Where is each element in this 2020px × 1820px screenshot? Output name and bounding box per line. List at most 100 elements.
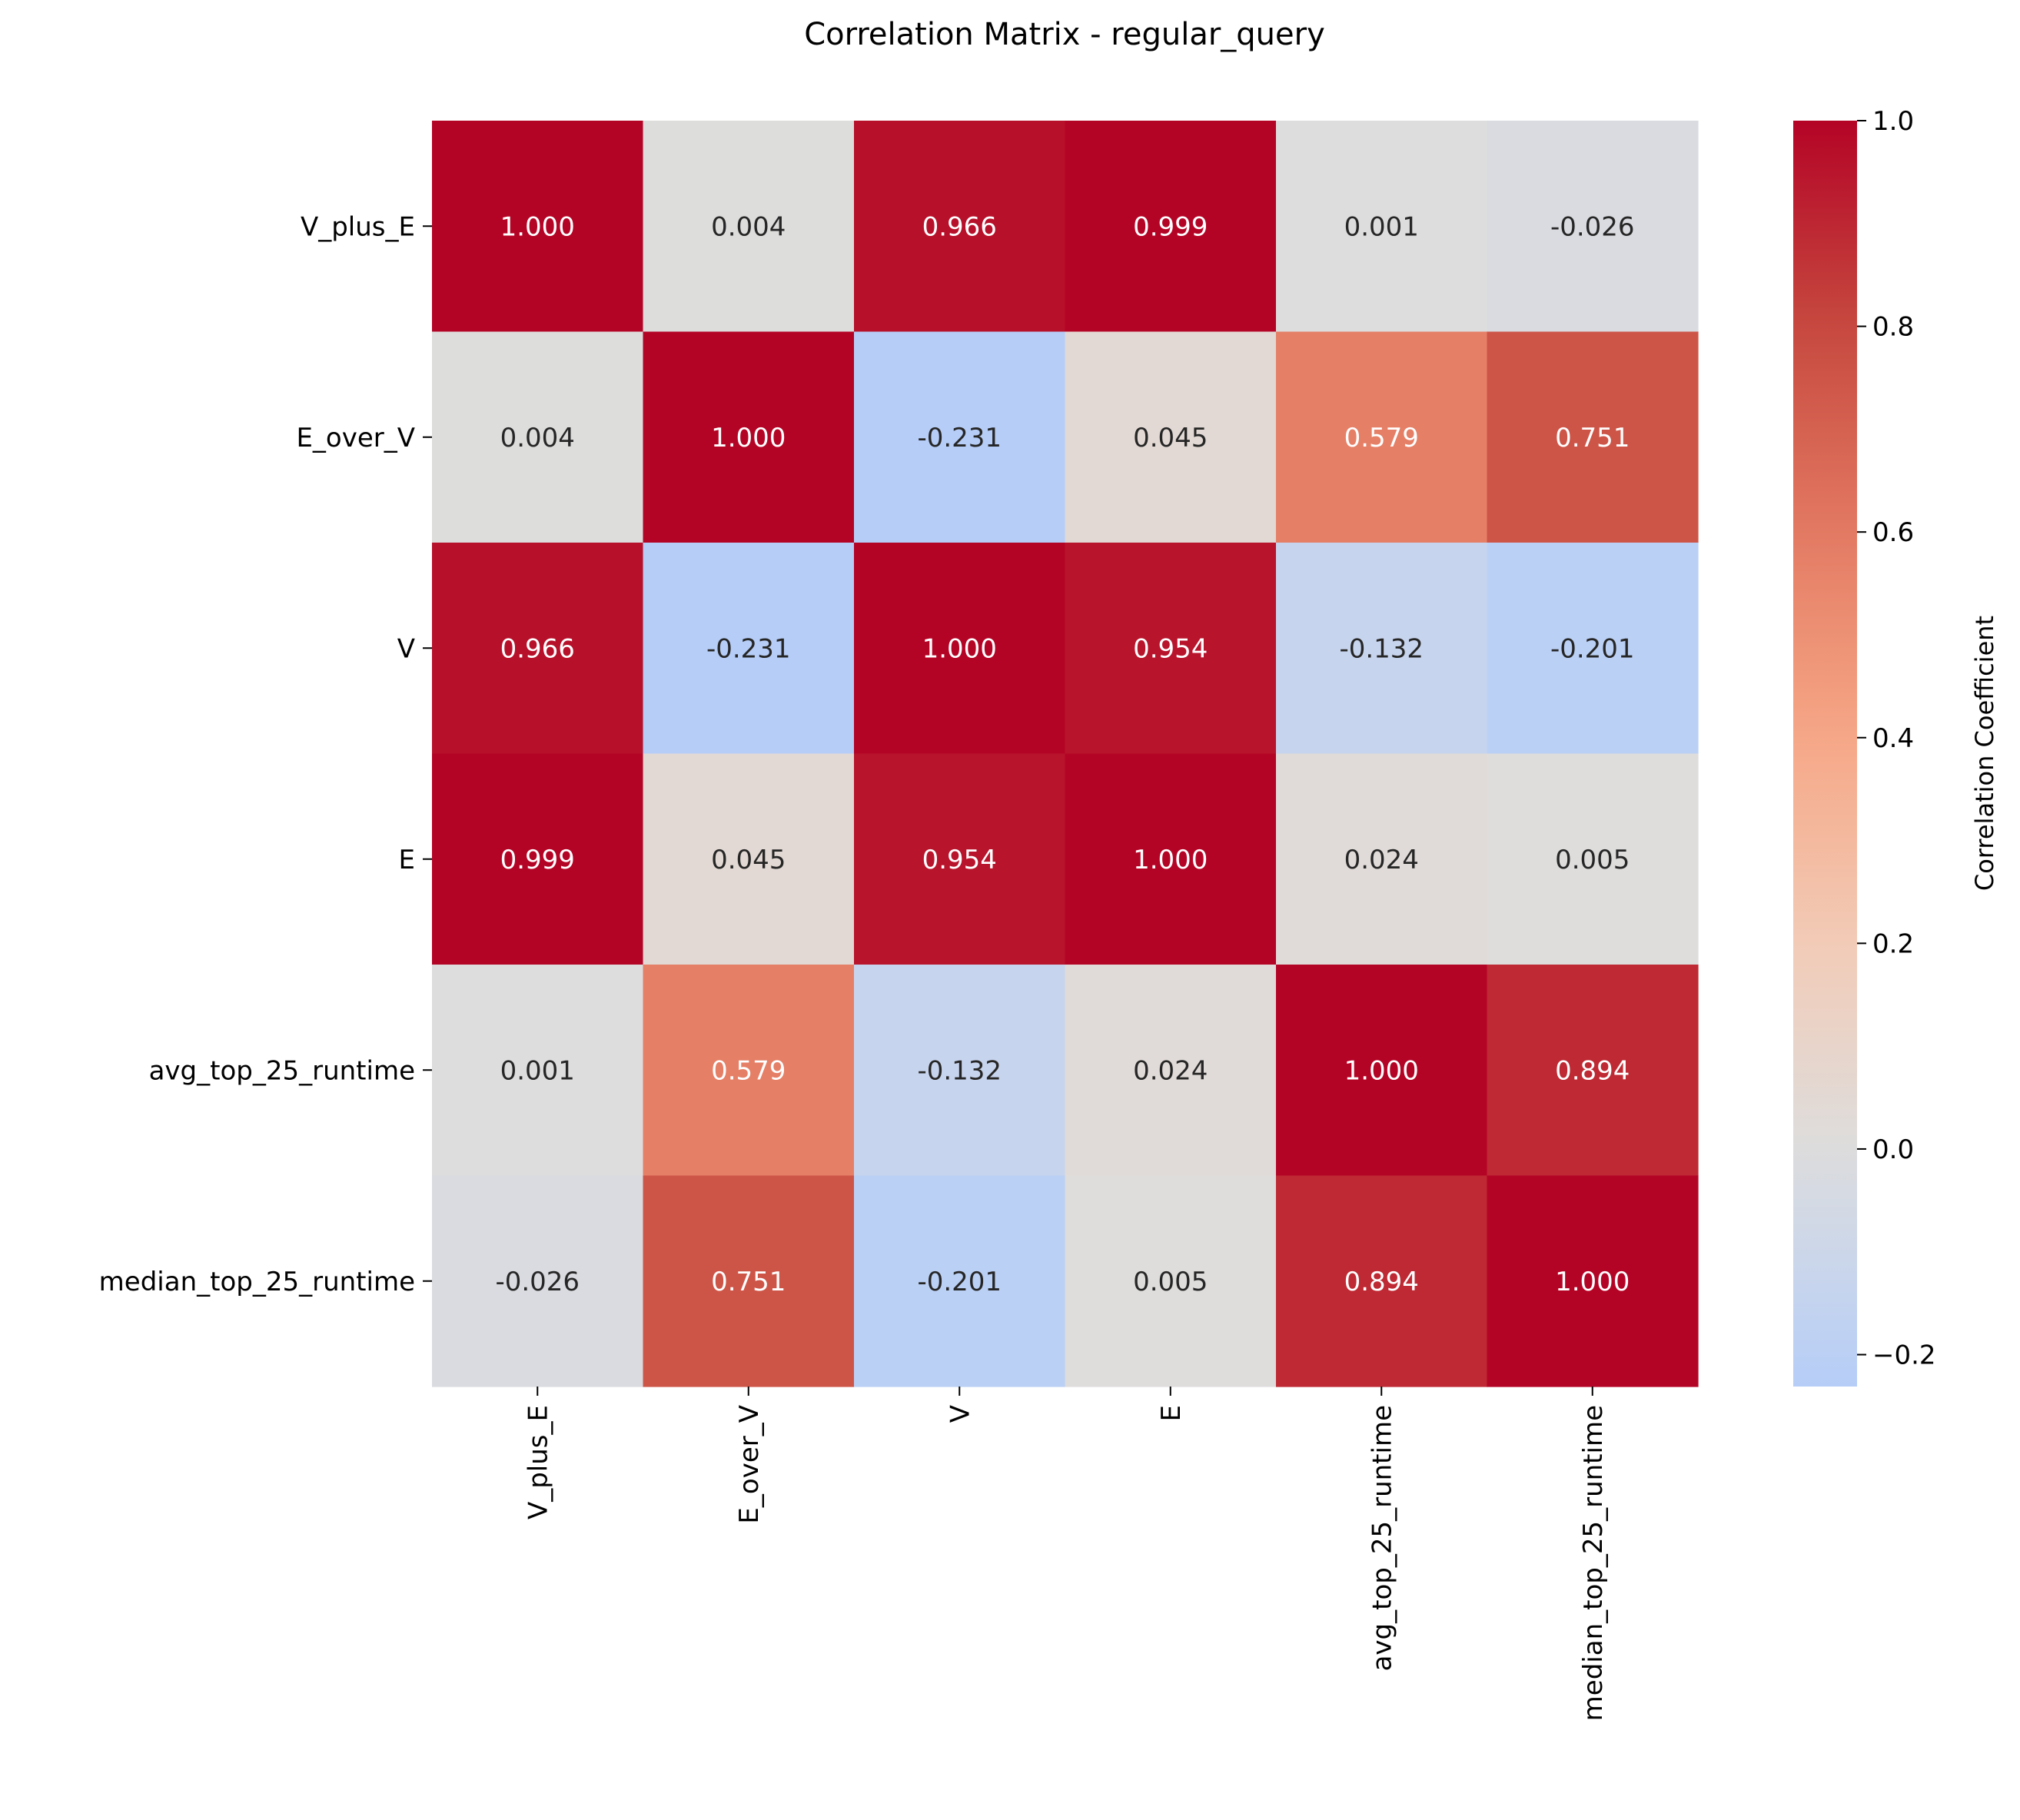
cell-value-label: -0.132 [1339, 633, 1424, 664]
colorbar-tick-label: 0.2 [1872, 928, 1914, 959]
heatmap-cell [643, 543, 855, 755]
cell-value-label: 0.751 [1555, 423, 1630, 453]
cell-value-label: -0.026 [1550, 211, 1635, 242]
y-axis-tick-label: E_over_V [296, 423, 415, 453]
heatmap-cell [643, 121, 855, 333]
cell-value-label: 0.579 [711, 1055, 786, 1086]
heatmap-cell [1065, 331, 1277, 543]
heatmap-cell [1487, 1175, 1699, 1387]
cell-value-label: 1.000 [922, 633, 997, 664]
y-axis-tick-labels: V_plus_E E_over_V V Eavg_top_25_runtimemedi… [99, 211, 432, 1297]
colorbar-tick-label: 1.0 [1872, 106, 1914, 137]
heatmap-cell [1276, 121, 1488, 333]
heatmap-cell [1276, 965, 1488, 1177]
colorbar-tick-label: 0.4 [1872, 723, 1914, 754]
cell-value-label: -0.132 [917, 1055, 1002, 1086]
cell-value-label: -0.201 [917, 1267, 1002, 1297]
cell-value-label: 0.894 [1555, 1055, 1630, 1086]
colorbar-tick-label: 0.8 [1872, 312, 1914, 343]
cell-value-label: -0.201 [1550, 633, 1635, 664]
cell-value-label: 0.005 [1133, 1267, 1208, 1297]
heatmap-cell [1487, 121, 1699, 333]
colorbar-gradient [1793, 121, 1857, 1387]
heatmap-cell [643, 1175, 855, 1387]
heatmap-cell [1065, 1175, 1277, 1387]
heatmap-cell [854, 331, 1066, 543]
x-axis-tick-label: avg_top_25_runtime [1367, 1405, 1397, 1671]
cell-value-label: 1.000 [711, 423, 786, 453]
heatmap-cell [432, 121, 644, 333]
heatmap-cell [432, 331, 644, 543]
heatmap-cell [643, 965, 855, 1177]
heatmap-cell [643, 753, 855, 965]
cell-value-label: 1.000 [1344, 1055, 1419, 1086]
cell-value-label: -0.231 [917, 423, 1002, 453]
colorbar: −0.2 0.0 0.2 0.4 0.6 0.8 1.0 Correlation Coeff… [1793, 106, 1999, 1387]
cell-value-label: 0.001 [500, 1055, 575, 1086]
y-axis-tick-label: E [399, 845, 415, 875]
cell-value-label: -0.026 [495, 1267, 580, 1297]
cell-value-label: 0.999 [1133, 211, 1208, 242]
heatmap-cell [1487, 965, 1699, 1177]
heatmap-cell [1065, 121, 1277, 333]
cell-value-label: 0.954 [922, 845, 997, 875]
colorbar-tick-label: −0.2 [1872, 1340, 1936, 1371]
heatmap-cell [1276, 331, 1488, 543]
heatmap-cell [854, 753, 1066, 965]
heatmap-cell [1276, 753, 1488, 965]
x-axis-tick-label: E [1156, 1405, 1187, 1421]
colorbar-tick-label: 0.6 [1872, 517, 1914, 548]
colorbar-ticks: −0.2 0.0 0.2 0.4 0.6 0.8 1.0 [1857, 106, 1936, 1371]
cell-value-label: 0.004 [711, 211, 786, 242]
heatmap-cell [643, 331, 855, 543]
heatmap-cell [432, 965, 644, 1177]
x-axis-tick-label: E_over_V [734, 1405, 765, 1524]
y-axis-tick-label: V_plus_E [301, 211, 415, 242]
cell-value-label: 0.999 [500, 845, 575, 875]
heatmap-cell [1276, 1175, 1488, 1387]
cell-value-label: 0.024 [1133, 1055, 1208, 1086]
cell-value-label: 0.024 [1344, 845, 1419, 875]
heatmap-cell [854, 1175, 1066, 1387]
cell-value-label: 0.966 [500, 633, 575, 664]
cell-value-label: 0.045 [711, 845, 786, 875]
cell-value-label: 0.004 [500, 423, 575, 453]
heatmap-cell [854, 965, 1066, 1177]
heatmap-cell [432, 1175, 644, 1387]
heatmap-cell [1487, 753, 1699, 965]
cell-value-label: 0.751 [711, 1267, 786, 1297]
cell-value-label: 0.966 [922, 211, 997, 242]
cell-value-label: 1.000 [1555, 1267, 1630, 1297]
heatmap-cell [854, 121, 1066, 333]
heatmap-cell [1276, 543, 1488, 755]
heatmap-cell [1065, 965, 1277, 1177]
colorbar-tick-label: 0.0 [1872, 1134, 1914, 1165]
y-axis-tick-label: median_top_25_runtime [99, 1267, 415, 1297]
cell-value-label: 0.005 [1555, 845, 1630, 875]
y-axis-tick-label: V [397, 633, 415, 664]
cell-value-label: 0.001 [1344, 211, 1419, 242]
heatmap-cell [1487, 331, 1699, 543]
heatmap-cell [1065, 753, 1277, 965]
x-axis-tick-label: V_plus_E [523, 1405, 553, 1519]
cell-value-label: 0.045 [1133, 423, 1208, 453]
x-axis-tick-label: median_top_25_runtime [1578, 1405, 1609, 1721]
heatmap-cell [1065, 543, 1277, 755]
cell-value-label: -0.231 [706, 633, 791, 664]
heatmap-cell [1487, 543, 1699, 755]
cell-value-label: 1.000 [500, 211, 575, 242]
cell-value-label: 0.954 [1133, 633, 1208, 664]
cell-value-label: 0.894 [1344, 1267, 1419, 1297]
colorbar-label: Correlation Coefficient [1970, 616, 1999, 891]
heatmap-cell [432, 543, 644, 755]
cell-value-label: 0.579 [1344, 423, 1419, 453]
cell-value-label: 1.000 [1133, 845, 1208, 875]
heatmap-cell [432, 753, 644, 965]
heatmap-cells: 1.000 0.004 0.966 0.999 0.001 -0.026 0.004 1.00… [432, 121, 1699, 1387]
x-axis-tick-label: V [945, 1405, 975, 1423]
y-axis-tick-label: avg_top_25_runtime [149, 1055, 415, 1086]
chart-title: Correlation Matrix - regular_query [804, 17, 1325, 52]
heatmap-cell [854, 543, 1066, 755]
